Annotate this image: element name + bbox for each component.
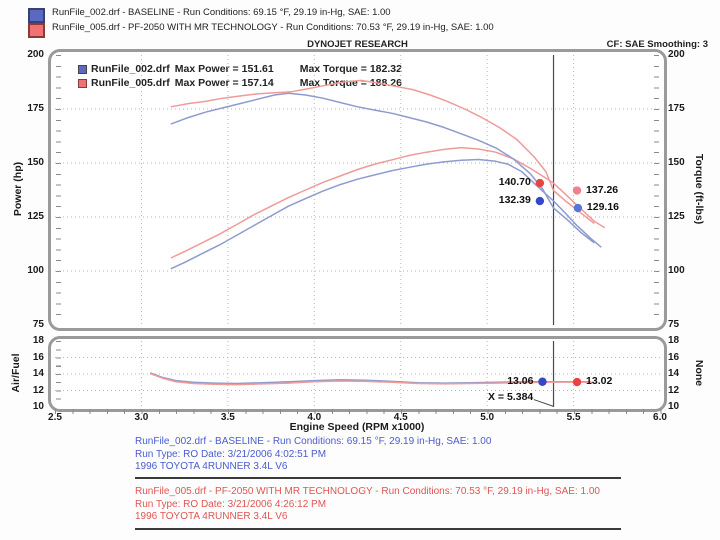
y-tick-label-right: 14 bbox=[668, 368, 680, 379]
y-tick-label-right: 100 bbox=[668, 265, 685, 276]
pf2050-legend-text: RunFile_005.drf - PF-2050 WITH MR TECHNO… bbox=[52, 22, 494, 33]
y-tick-label-left: 18 bbox=[32, 335, 44, 346]
engine-speed-axis-label: Engine Speed (RPM x1000) bbox=[289, 421, 425, 433]
baseline-power-curve bbox=[170, 158, 602, 270]
baseline-vehicle: 1996 TOYOTA 4RUNNER 3.4L V6 bbox=[135, 461, 288, 472]
y-tick-label-right: 10 bbox=[668, 401, 680, 412]
baseline-run-info: RunFile_002.drf - BASELINE - Run Conditi… bbox=[135, 436, 491, 474]
x-tick-label: 3.0 bbox=[134, 412, 149, 423]
y-tick-label-right: 75 bbox=[668, 319, 680, 330]
power-torque-chart-canvas bbox=[55, 55, 660, 325]
baseline-max-power: Max Power = 151.61 bbox=[174, 63, 274, 75]
y-tick-label-left: 175 bbox=[27, 103, 44, 114]
baseline-run-name: RunFile_002.drf bbox=[91, 63, 170, 75]
x-axis-minor-ticks bbox=[55, 409, 662, 414]
y-tick-label-right: 175 bbox=[668, 103, 685, 114]
marker-value-label: 13.06 bbox=[507, 374, 534, 387]
y-tick-label-right: 18 bbox=[668, 335, 680, 346]
main-right-minor-ticks bbox=[654, 55, 659, 325]
af-left-minor-ticks bbox=[56, 341, 61, 407]
main-left-minor-ticks bbox=[56, 55, 61, 325]
baseline-legend-swatch bbox=[28, 8, 45, 23]
pf2050-airfuel-curve bbox=[149, 372, 595, 386]
pf2050-max-power: Max Power = 157.14 bbox=[174, 77, 274, 89]
main-chart-frame bbox=[48, 49, 667, 331]
y-tick-label-right: 12 bbox=[668, 384, 680, 396]
marker-value-label: 140.70 bbox=[498, 176, 531, 189]
baseline-airfuel-curve bbox=[149, 372, 591, 385]
y-tick-label-left: 75 bbox=[32, 319, 44, 330]
marker-value-label: 13.02 bbox=[586, 375, 613, 388]
baseline-max-torque: Max Torque = 182.32 bbox=[299, 63, 402, 75]
marker-value-label: 129.16 bbox=[586, 201, 620, 213]
cursor-marker-dot bbox=[535, 178, 545, 188]
baseline-run-conditions: RunFile_002.drf - BASELINE - Run Conditi… bbox=[135, 436, 492, 447]
pf2050-power-curve bbox=[170, 146, 606, 259]
cursor-marker-dot bbox=[572, 377, 582, 387]
y-tick-label-left: 12 bbox=[32, 384, 44, 396]
y-tick-label-left: 125 bbox=[27, 211, 44, 222]
x-tick-label: 2.5 bbox=[48, 412, 62, 423]
baseline-run-type-date: Run Type: RO Date: 3/21/2006 4:02:51 PM bbox=[135, 448, 327, 460]
separator-line bbox=[135, 477, 621, 479]
pf2050-run-info: RunFile_005.drf - PF-2050 WITH MR TECHNO… bbox=[135, 486, 600, 524]
pf2050-torque-curve bbox=[170, 79, 595, 225]
pf2050-run-conditions: RunFile_005.drf - PF-2050 WITH MR TECHNO… bbox=[135, 486, 600, 497]
y-tick-label-right: 200 bbox=[668, 49, 685, 60]
pf2050-legend-swatch bbox=[28, 23, 45, 38]
marker-value-label: 132.39 bbox=[498, 194, 531, 207]
y-tick-label-left: 150 bbox=[27, 157, 44, 168]
cursor-marker-dot bbox=[572, 186, 582, 195]
y-tick-label-right: 16 bbox=[668, 351, 680, 363]
x-tick-label: 4.0 bbox=[307, 412, 322, 423]
y-tick-label-left: 16 bbox=[32, 351, 44, 363]
baseline-legend-text: RunFile_002.drf - BASELINE - Run Conditi… bbox=[52, 7, 391, 18]
cursor-x-label: X = 5.384 bbox=[488, 391, 534, 403]
baseline-max-row: RunFile_002.drf Max Power = 151.61 Max T… bbox=[78, 62, 402, 76]
separator-line bbox=[135, 528, 621, 530]
cf-smoothing-label: CF: SAE Smoothing: 3 bbox=[606, 39, 708, 50]
y-tick-label-right: 125 bbox=[668, 211, 685, 222]
y-tick-label-left: 100 bbox=[27, 265, 44, 276]
pf2050-max-swatch bbox=[78, 78, 87, 88]
max-values-legend: RunFile_002.drf Max Power = 151.61 Max T… bbox=[78, 62, 402, 90]
y-tick-label-left: 10 bbox=[32, 401, 44, 412]
y-tick-label-right: 150 bbox=[668, 157, 685, 168]
cursor-marker-dot bbox=[573, 203, 583, 213]
pf2050-vehicle: 1996 TOYOTA 4RUNNER 3.4L V6 bbox=[135, 511, 288, 522]
cursor-marker-dot bbox=[538, 377, 547, 386]
x-tick-label: 6.0 bbox=[653, 412, 667, 423]
baseline-max-swatch bbox=[78, 64, 87, 74]
pf2050-run-name: RunFile_005.drf bbox=[91, 77, 170, 89]
y-tick-label-left: 200 bbox=[27, 49, 44, 60]
y-tick-label-left: 14 bbox=[32, 368, 44, 379]
cursor-marker-dot bbox=[535, 196, 545, 206]
marker-value-label: 137.26 bbox=[586, 183, 619, 196]
x-tick-label: 3.5 bbox=[220, 412, 235, 423]
dynojet-research-title: DYNOJET RESEARCH bbox=[307, 39, 408, 50]
x-tick-label: 5.0 bbox=[480, 412, 495, 423]
x-tick-label: 4.5 bbox=[393, 412, 408, 423]
airfuel-chart-canvas bbox=[55, 341, 660, 407]
x-tick-label: 5.5 bbox=[566, 412, 581, 423]
pf2050-run-type-date: Run Type: RO Date: 3/21/2006 4:26:12 PM bbox=[135, 498, 327, 510]
